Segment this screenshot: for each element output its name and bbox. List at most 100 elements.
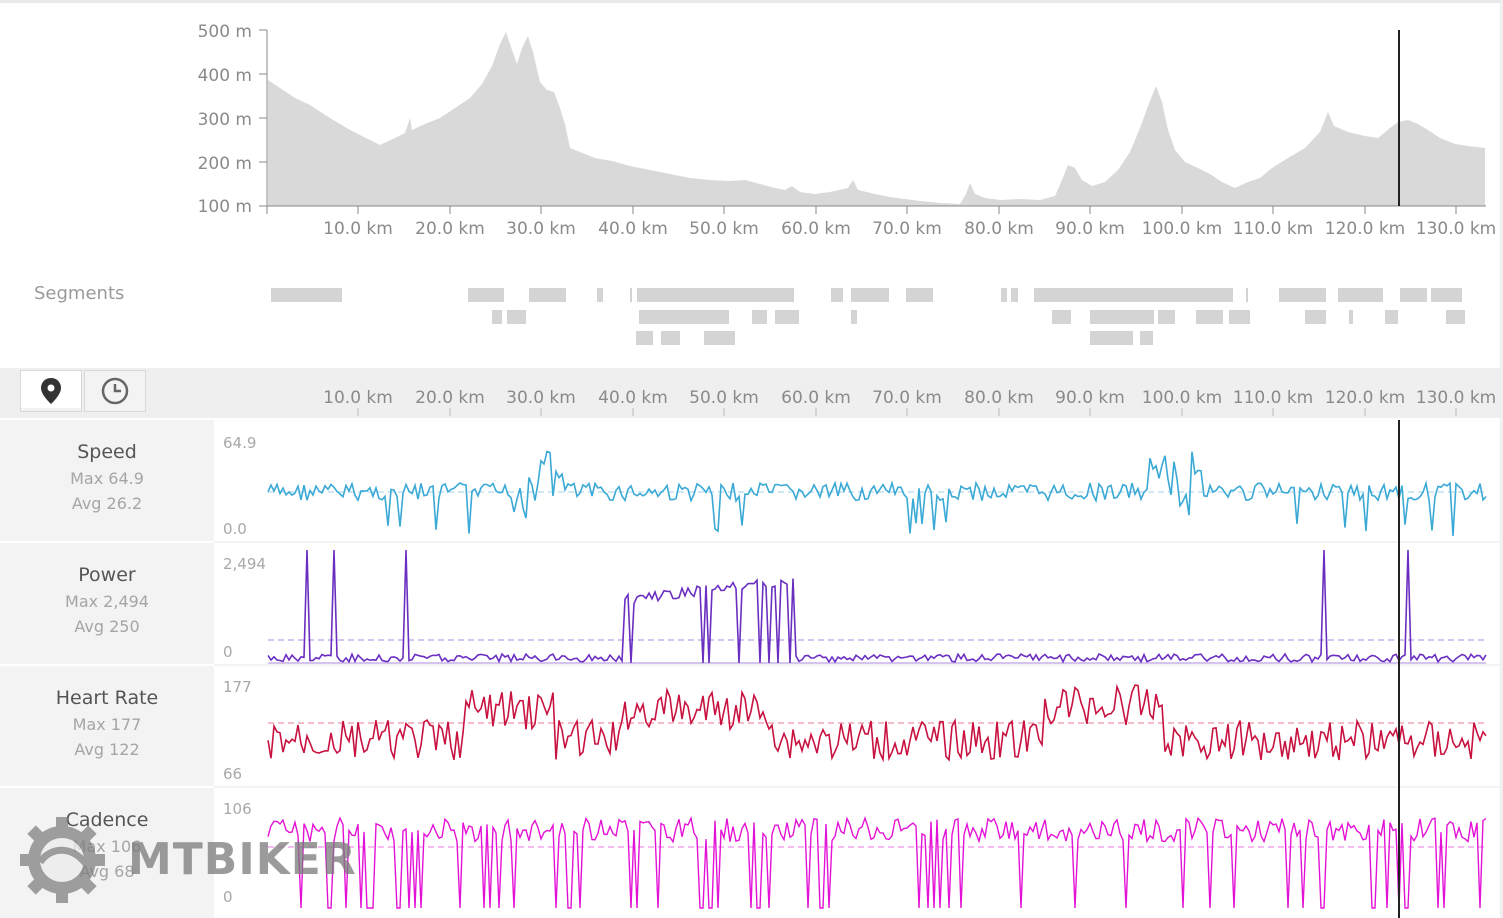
toolbar-x-tick: 80.0 km [964,388,1034,408]
segment-bar[interactable] [529,288,566,302]
segment-bar[interactable] [1279,288,1326,302]
toolbar-x-tick: 10.0 km [323,388,393,408]
segment-bar[interactable] [661,331,680,345]
toolbar-x-tick: 60.0 km [781,388,851,408]
cadence-line [267,816,1487,909]
segment-bar[interactable] [775,310,799,324]
speed-top-label: 64.9 [223,434,256,452]
segment-bar[interactable] [1158,310,1175,324]
toolbar-x-tick: 100.0 km [1142,388,1222,408]
power-top-label: 2,494 [223,555,266,573]
segment-bar[interactable] [1090,310,1154,324]
segment-bar[interactable] [851,288,889,302]
distance-mode-button[interactable] [20,370,82,412]
segment-bar[interactable] [1385,310,1398,324]
mtbiker-gear-logo [20,817,105,903]
cadence-chart[interactable]: 106 0 [214,788,1500,918]
toolbar-x-tick: 90.0 km [1055,388,1125,408]
heartrate-chart[interactable]: 177 66 [214,666,1500,786]
elevation-x-tick: 100.0 km [1142,219,1222,239]
power-max: Max 2,494 [65,592,149,611]
elevation-y-tick: 200 m [198,154,252,174]
segment-bar[interactable] [636,331,653,345]
speed-line [267,450,1487,537]
map-pin-icon [41,378,61,404]
segment-bar[interactable] [752,310,767,324]
clock-icon [101,377,129,405]
segment-bar[interactable] [851,310,857,324]
speed-name: Speed [77,441,137,463]
speed-label-panel: Speed Max 64.9 Avg 26.2 [0,420,214,541]
segment-bar[interactable] [1431,288,1462,302]
speed-avg: Avg 26.2 [71,494,143,513]
segment-bar[interactable] [1090,331,1133,345]
toolbar-x-tick: 130.0 km [1416,388,1496,408]
heartrate-label-panel: Heart Rate Max 177 Avg 122 [0,666,214,786]
segment-bar[interactable] [1034,288,1233,302]
power-avg: Avg 250 [74,617,140,636]
segment-bar[interactable] [597,288,603,302]
segment-bar[interactable] [492,310,502,324]
segment-bar[interactable] [704,331,735,345]
elevation-x-tick: 130.0 km [1416,219,1496,239]
segment-bar[interactable] [637,288,794,302]
toolbar-x-tick: 70.0 km [872,388,942,408]
elevation-x-tick: 40.0 km [598,219,668,239]
toolbar-distance-axis: 10.0 km 20.0 km 30.0 km 40.0 km 50.0 km … [323,388,1496,416]
elevation-chart[interactable]: 500 m 400 m 300 m 200 m 100 m 10.0 km 20… [0,0,1503,250]
segment-bar[interactable] [507,310,526,324]
segment-bar[interactable] [831,288,843,302]
segment-bar[interactable] [1246,288,1248,302]
speed-chart[interactable]: 64.9 0.0 [214,420,1500,541]
segment-bar[interactable] [906,288,933,302]
elevation-y-tick: 500 m [198,22,252,42]
segment-bar[interactable] [1305,310,1326,324]
elevation-y-tick: 100 m [198,197,252,217]
speed-bottom-label: 0.0 [223,520,247,538]
segment-bar[interactable] [630,288,632,302]
segment-bar[interactable] [1011,288,1018,302]
segment-bar[interactable] [1140,331,1153,345]
chart-toolbar [0,368,1503,418]
toolbar-x-tick: 120.0 km [1325,388,1405,408]
elevation-x-tick: 80.0 km [964,219,1034,239]
cadence-bottom-label: 0 [223,888,233,906]
segment-bar[interactable] [1446,310,1465,324]
speed-max: Max 64.9 [70,469,144,488]
elevation-x-tick: 70.0 km [872,219,942,239]
segment-bar[interactable] [271,288,342,302]
time-mode-button[interactable] [84,370,146,412]
segment-bar[interactable] [1349,310,1353,324]
metrics-cursor-line [1398,420,1400,918]
segment-bar[interactable] [468,288,504,302]
power-label-panel: Power Max 2,494 Avg 250 [0,543,214,664]
elevation-cursor-line [1398,30,1400,206]
heartrate-bottom-label: 66 [223,765,242,783]
elevation-x-ticks: 10.0 km 20.0 km 30.0 km 40.0 km 50.0 km … [323,206,1496,239]
power-line [267,549,1487,664]
elevation-x-tick: 120.0 km [1325,219,1405,239]
segment-bar[interactable] [1196,310,1223,324]
heartrate-name: Heart Rate [55,687,159,709]
elevation-x-tick: 30.0 km [506,219,576,239]
elevation-x-tick: 90.0 km [1055,219,1125,239]
elevation-x-tick: 60.0 km [781,219,851,239]
elevation-x-tick: 10.0 km [323,219,393,239]
heartrate-line [267,683,1487,763]
heartrate-avg: Avg 122 [74,740,140,759]
metric-charts[interactable]: 64.9 0.0 2,494 0 177 66 106 0 [214,420,1500,918]
toolbar-x-tick: 20.0 km [415,388,485,408]
segments-track [271,288,1465,345]
heartrate-top-label: 177 [223,678,252,696]
segment-bar[interactable] [1400,288,1427,302]
segment-bar[interactable] [1052,310,1071,324]
elevation-y-tick: 300 m [198,110,252,130]
power-name: Power [78,564,136,586]
power-chart[interactable]: 2,494 0 [214,543,1500,664]
segment-bar[interactable] [1229,310,1250,324]
segment-bar[interactable] [1001,288,1007,302]
toolbar-x-tick: 30.0 km [506,388,576,408]
segment-bar[interactable] [639,310,729,324]
mtbiker-watermark-text: MTBIKER [128,834,357,885]
segment-bar[interactable] [1338,288,1383,302]
